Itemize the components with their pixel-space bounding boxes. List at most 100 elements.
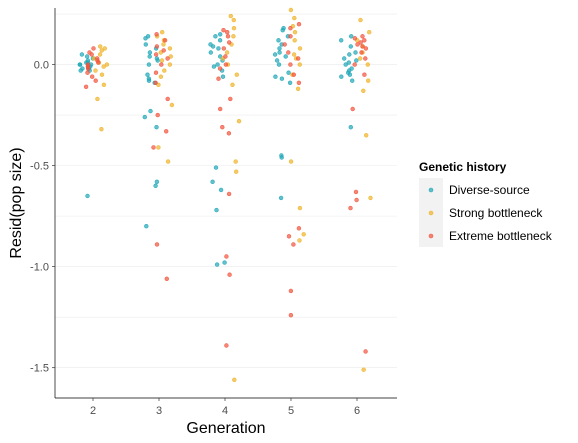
data-point bbox=[288, 159, 294, 164]
data-point bbox=[352, 36, 358, 41]
data-point bbox=[168, 54, 174, 59]
data-point bbox=[288, 34, 293, 39]
data-point bbox=[354, 197, 359, 203]
data-point bbox=[282, 42, 287, 47]
data-point bbox=[97, 44, 103, 49]
data-point bbox=[99, 48, 105, 53]
axes bbox=[54, 8, 397, 399]
data-point bbox=[218, 32, 223, 37]
data-point bbox=[231, 17, 237, 23]
data-point bbox=[223, 62, 229, 67]
data-point bbox=[164, 129, 169, 134]
data-point bbox=[347, 52, 352, 57]
data-points bbox=[77, 7, 373, 382]
x-tick-label: 4 bbox=[222, 405, 228, 417]
data-point bbox=[349, 66, 354, 71]
data-point bbox=[85, 62, 91, 67]
legend-label: Diverse-source bbox=[449, 183, 530, 197]
legend: Genetic history Diverse-source Strong bot… bbox=[419, 160, 553, 247]
data-point bbox=[94, 56, 100, 61]
data-point bbox=[228, 96, 233, 102]
x-tick-label: 5 bbox=[288, 405, 294, 417]
data-point bbox=[95, 96, 100, 102]
data-point bbox=[210, 44, 216, 49]
data-point bbox=[283, 54, 288, 59]
data-point bbox=[296, 22, 302, 27]
data-point bbox=[365, 62, 370, 67]
data-point bbox=[146, 78, 152, 83]
data-point bbox=[226, 131, 232, 136]
data-point bbox=[165, 56, 170, 61]
data-point bbox=[210, 179, 215, 185]
data-point bbox=[145, 72, 150, 77]
data-point bbox=[147, 54, 152, 59]
data-point bbox=[89, 74, 95, 79]
data-point bbox=[154, 56, 160, 61]
data-point bbox=[343, 62, 348, 67]
data-point bbox=[228, 13, 234, 19]
data-point bbox=[297, 46, 303, 51]
data-point bbox=[104, 62, 110, 67]
data-point bbox=[297, 238, 302, 243]
data-point bbox=[352, 62, 357, 67]
data-point bbox=[143, 42, 149, 47]
data-point bbox=[224, 254, 229, 259]
data-point bbox=[224, 343, 229, 348]
data-point bbox=[232, 377, 237, 382]
legend-key bbox=[428, 233, 434, 239]
data-point bbox=[339, 74, 344, 79]
grid bbox=[55, 13, 397, 368]
data-point bbox=[276, 38, 281, 43]
data-point bbox=[348, 44, 353, 49]
data-point bbox=[287, 80, 293, 86]
data-point bbox=[213, 34, 218, 39]
x-tick-label: 2 bbox=[90, 405, 96, 417]
data-point bbox=[221, 46, 227, 51]
data-point bbox=[87, 50, 92, 55]
data-point bbox=[279, 155, 284, 160]
data-point bbox=[288, 288, 294, 294]
data-point bbox=[297, 62, 302, 67]
data-point bbox=[101, 64, 106, 69]
data-point bbox=[153, 52, 159, 57]
data-point bbox=[85, 70, 90, 75]
data-point bbox=[288, 7, 294, 13]
data-point bbox=[153, 70, 159, 75]
data-point bbox=[78, 68, 83, 73]
data-point bbox=[360, 44, 365, 49]
data-point bbox=[346, 60, 351, 65]
data-point bbox=[350, 78, 355, 83]
data-point bbox=[234, 169, 239, 174]
data-point bbox=[218, 54, 223, 59]
data-point bbox=[142, 114, 148, 120]
data-point bbox=[79, 52, 85, 57]
data-point bbox=[99, 126, 104, 132]
data-point bbox=[355, 42, 360, 47]
data-point bbox=[288, 313, 294, 318]
data-point bbox=[231, 34, 236, 39]
data-point bbox=[288, 26, 293, 31]
x-axis-title: Generation bbox=[186, 420, 265, 437]
data-point bbox=[165, 96, 170, 102]
data-point bbox=[367, 30, 372, 35]
legend-title: Genetic history bbox=[419, 160, 507, 174]
data-point bbox=[217, 38, 223, 43]
data-point bbox=[154, 124, 159, 130]
data-point bbox=[169, 102, 175, 108]
data-point bbox=[161, 42, 166, 47]
data-point bbox=[215, 62, 220, 67]
data-point bbox=[366, 78, 371, 83]
data-point bbox=[208, 50, 214, 55]
data-point bbox=[348, 124, 353, 130]
data-point bbox=[291, 52, 297, 57]
y-tick-label: 0.0 bbox=[34, 60, 49, 72]
data-point bbox=[159, 58, 165, 63]
data-point bbox=[364, 133, 369, 138]
data-point bbox=[291, 242, 296, 247]
data-point bbox=[276, 62, 282, 67]
data-point bbox=[146, 62, 152, 67]
data-point bbox=[363, 46, 369, 51]
legend-label: Strong bottleneck bbox=[449, 206, 543, 220]
data-point bbox=[155, 112, 160, 118]
